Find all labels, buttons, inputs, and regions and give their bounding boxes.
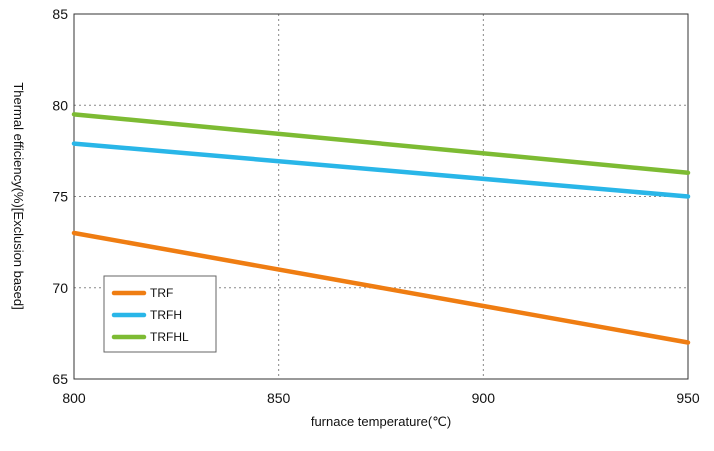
series-lines [71,112,691,345]
legend-items: TRF TRFH TRFHL [111,286,189,344]
x-axis-title: furnace temperature(℃) [311,414,451,429]
y-tick-label: 70 [52,280,68,296]
y-tick-label: 80 [52,97,68,113]
series-line-trfh [71,141,691,199]
y-tick-label: 75 [52,189,68,205]
y-axis-title: Thermal efficiency(%)[Exclusion based] [11,82,26,309]
y-tick-label: 85 [52,6,68,22]
series-line-trfhl [71,112,691,176]
x-tick-label: 850 [267,390,291,406]
x-tick-label: 800 [62,390,86,406]
grid [74,14,688,379]
x-tick-labels: 800 850 900 950 [62,390,700,406]
x-tick-label: 900 [472,390,496,406]
y-tick-label: 65 [52,371,68,387]
legend-label-trfhl: TRFHL [150,330,189,344]
legend-label-trf: TRF [150,286,173,300]
legend-label-trfh: TRFH [150,308,182,322]
legend: TRF TRFH TRFHL [103,275,217,353]
y-tick-labels: 65 70 75 80 85 [52,6,68,387]
series-line-trf [71,230,691,345]
x-tick-label: 950 [676,390,700,406]
